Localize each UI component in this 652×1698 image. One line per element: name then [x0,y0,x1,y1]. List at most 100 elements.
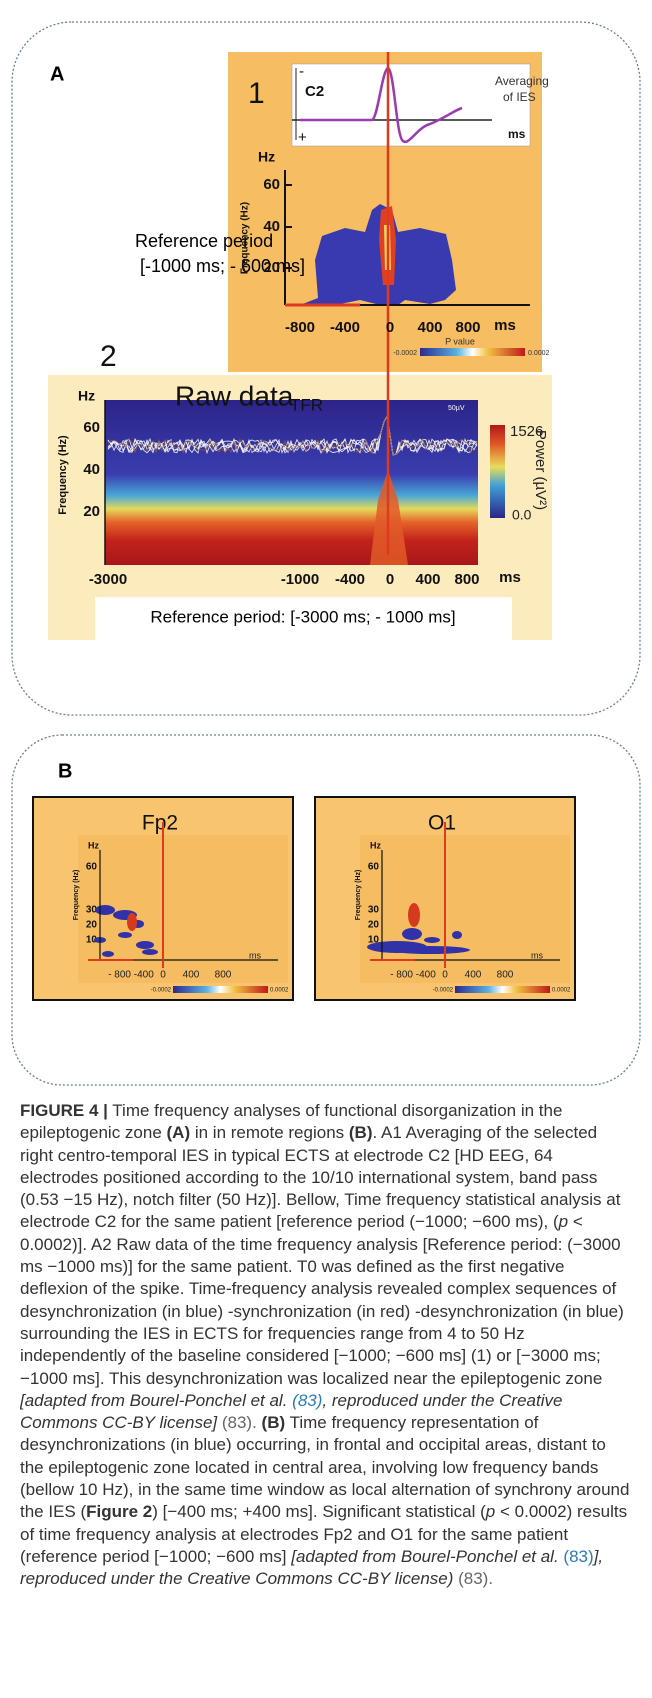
label: 800 [497,970,514,981]
label: -400 [330,319,360,336]
label: 0.0002 [270,988,289,994]
label: P value [445,336,475,346]
label: C2 [305,83,324,100]
desync-blob [102,951,114,957]
label: Hz [258,149,275,165]
caption-text: . A1 Averaging of the selected right cen… [20,1123,621,1232]
label: Hz [78,388,95,404]
caption-text: [adapted from Bourel-Ponchel et al. [20,1390,293,1410]
reference-text: Reference period [135,231,273,251]
desync-blob [136,941,154,949]
label: Frequency (Hz) [73,870,80,921]
label: Power (µV²) [532,430,549,510]
desync-blob [402,928,422,940]
label: 0.0 [512,507,532,523]
label: 40 [83,461,100,478]
desync-blob [452,931,462,939]
desync-blob [390,946,470,954]
label: 0 [386,319,394,336]
label: Fp2 [142,812,178,835]
caption-text: p [485,1502,496,1522]
label: Hz [370,840,381,850]
label: + [298,129,307,146]
label: 0.0002 [552,988,571,994]
caption-text: (B) [348,1123,373,1143]
caption-text: Figure 2 [86,1502,153,1522]
caption-text: (83). [453,1569,494,1589]
label: -0.0002 [151,988,172,994]
sync-blob [408,903,420,927]
label: 60 [368,862,380,873]
label: 0 [386,571,394,588]
label: Raw data [175,380,294,411]
reference-box [95,597,512,640]
caption-text: (B) [261,1413,286,1433]
erp-box [291,63,531,147]
label: 20 [368,920,380,931]
caption-text: Time frequency representation of desynch… [20,1413,630,1522]
label: 60 [263,176,280,193]
label: 20 [263,259,280,276]
label: 40 [263,218,280,235]
label: - [299,63,304,80]
desync-blob [95,905,115,915]
label: 30 [368,905,380,916]
label: 20 [86,920,98,931]
label: Frequency (Hz) [240,202,251,274]
reference-text: Reference period: [-3000 ms; - 1000 ms] [150,607,455,626]
caption-text: < 0.0002) results of time frequency anal… [20,1502,628,1566]
caption-text: ], reproduced under the Creative Commons… [20,1546,604,1589]
desync-blob [424,937,440,943]
panel-label: A [50,63,64,85]
label: of IES [503,90,536,104]
caption-label: FIGURE 4 | [20,1101,108,1120]
caption-text: in in remote regions [190,1123,349,1143]
desync-blob [118,932,132,938]
label: Hz [88,840,99,850]
label: TFR [290,395,323,414]
caption-text: (83). [217,1413,262,1433]
desync-blob [142,949,158,955]
label: ms [494,317,516,334]
label: 400 [415,571,440,588]
panel-border [11,734,641,1086]
label: -800 [285,319,315,336]
colorbar [490,425,505,518]
label: 800 [454,571,479,588]
label: -1000 [281,571,319,588]
erp-waveform [300,66,463,144]
plot-inner [360,835,570,983]
caption-text: ) [−400 ms; +400 ms]. Significant statis… [152,1502,486,1522]
panel-label: B [58,760,72,782]
colorbar [173,986,268,993]
citation: (83) [292,1390,323,1410]
label: O1 [428,812,456,835]
citation: (83) [563,1546,594,1566]
label: 1 [248,77,265,110]
caption-text: p [558,1212,569,1232]
eeg-traces [107,415,478,456]
label: Frequency (Hz) [355,870,362,921]
label: - 800 -400 [390,970,436,981]
label: - 800 -400 [108,970,154,981]
label: ms [531,950,543,960]
label: ms [508,127,526,141]
label: 30 [86,905,98,916]
label: 0 [160,970,166,981]
label: 50µV [448,405,465,412]
label: ms [499,569,521,586]
label: 20 [83,503,100,520]
label: 1526 [510,423,543,440]
label: Frequency (Hz) [57,435,69,515]
label: 400 [183,970,200,981]
panel-border [11,21,641,716]
caption-text: (A) [166,1123,191,1143]
label: 0 [442,970,448,981]
label: 400 [465,970,482,981]
figure-caption: FIGURE 4 | Time frequency analyses of fu… [20,1100,634,1692]
caption-text: , reproduced under the Creative Commons … [20,1390,563,1433]
label: -3000 [89,571,127,588]
label: 0.0002 [528,350,550,357]
label: 400 [417,319,442,336]
